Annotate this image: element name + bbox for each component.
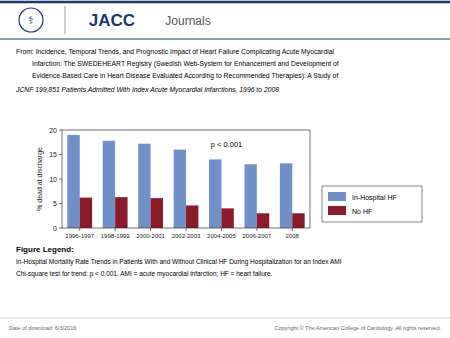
y-tick [59, 228, 62, 229]
figure-legend-title: Figure Legend: [16, 245, 74, 254]
citation-line: JCNF 199,851 Patients Admitted With Inde… [15, 86, 279, 94]
x-tick-label: 2006-2007 [243, 233, 272, 239]
bar [80, 198, 92, 228]
footer-rule [0, 318, 450, 319]
footer-right: Copyright © The American College of Card… [275, 325, 442, 331]
x-tick [186, 228, 187, 231]
legend-entry: No HF [352, 208, 372, 215]
journal-title: JACC [89, 11, 135, 30]
legend-swatch [328, 192, 346, 201]
x-tick-label: 2000-2001 [136, 233, 165, 239]
bar [103, 141, 115, 228]
x-tick [292, 228, 293, 231]
bar [138, 144, 150, 228]
bar [221, 208, 233, 228]
citation-line: Evidence-Based Care in Heart Disease Eva… [32, 72, 338, 80]
x-tick-label: 2008 [286, 233, 300, 239]
legend: In-Hospital HF No HF [322, 186, 422, 222]
x-tick-label: 1996-1997 [65, 233, 94, 239]
bar [151, 198, 163, 228]
legend-box [322, 186, 422, 222]
bar [257, 213, 269, 228]
bar [292, 213, 304, 228]
header-bottom-rule [0, 39, 450, 40]
bar [115, 197, 127, 228]
x-tick-label: 2004-2005 [207, 233, 236, 239]
figure-legend-line: In-Hospital Mortality Rate Trends in Pat… [16, 258, 342, 266]
y-tick [59, 130, 62, 131]
bar [174, 150, 186, 228]
figure-legend-line: Chi-square test for trend: p < 0.001. AM… [16, 270, 273, 278]
y-axis-label: % dead at discharge [36, 147, 44, 211]
x-tick-label: 1998-1999 [101, 233, 130, 239]
bar [186, 205, 198, 228]
y-tick-label: 0 [53, 225, 57, 232]
y-tick [59, 154, 62, 155]
x-tick [256, 228, 257, 231]
background [0, 0, 450, 338]
bar [67, 135, 79, 228]
x-tick [115, 228, 116, 231]
x-tick [150, 228, 151, 231]
plot-frame [62, 130, 310, 228]
citation-line: From: Incidence, Temporal Trends, and Pr… [16, 48, 334, 56]
legend-swatch [328, 206, 346, 215]
logo: ⚕ [28, 14, 34, 26]
header-top-rule [0, 1, 450, 4]
y-tick-label: 20 [49, 127, 57, 134]
bars [67, 135, 304, 228]
y-tick-label: 5 [53, 200, 57, 207]
y-tick [59, 203, 62, 204]
x-tick-label: 2002-2003 [172, 233, 201, 239]
x-tick [79, 228, 80, 231]
y-tick [59, 179, 62, 180]
citation-line: Infarction: The SWEDEHEART Registry (Swe… [32, 60, 339, 68]
bar [209, 159, 221, 228]
page: ⚕ JACC Journals From: Incidence, Temporal T… [0, 0, 450, 338]
header-separator [65, 6, 66, 34]
bar [280, 163, 292, 228]
chart: 0 5 10 15 20 % dead at discharge 1996-1997 1998… [36, 127, 310, 240]
bar [244, 164, 256, 228]
y-tick-label: 15 [49, 151, 57, 158]
y-tick-label: 10 [49, 176, 57, 183]
annotation: p < 0.001 [211, 140, 243, 149]
journal-subtitle: Journals [165, 14, 210, 28]
logo-circle [19, 8, 43, 32]
legend-entry: In-Hospital HF [352, 194, 397, 202]
x-tick [221, 228, 222, 231]
footer-left: Date of download: 6/3/2016 [9, 325, 76, 331]
